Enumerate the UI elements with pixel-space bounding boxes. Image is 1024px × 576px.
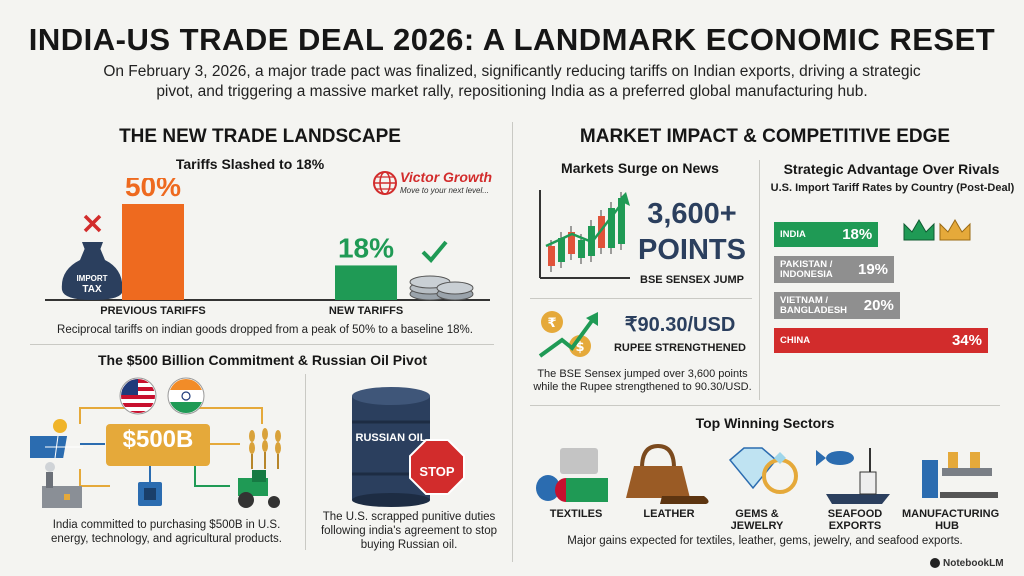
oil-caption: The U.S. scrapped punitive duties follow…: [320, 511, 498, 551]
rival-bar-row: INDIA 18%: [774, 222, 879, 247]
checkmark-icon: [421, 240, 448, 263]
rupee-growth-icon: ₹ $: [538, 311, 598, 358]
oil-barrel-graphic: [352, 387, 465, 507]
rivals-subheading: U.S. Import Tariff Rates by Country (Pos…: [770, 182, 1015, 194]
rival-bar-row: PAKISTAN / INDONESIA 19%: [774, 256, 895, 283]
sensex-value: 3,600+: [647, 198, 737, 230]
column-divider: [512, 122, 513, 562]
candle-body: [548, 246, 555, 266]
market-impact-heading: MARKET IMPACT & COMPETITIVE EDGE: [579, 126, 951, 147]
left-section-divider: [30, 344, 494, 345]
crowns-icon: [903, 219, 971, 241]
sector-label: SEAFOOD EXPORTS: [827, 508, 883, 532]
victor-growth-logo: Victor Growth Move to your next level...: [372, 168, 512, 198]
candle-body: [558, 238, 565, 262]
india-flag-icon: [167, 377, 205, 415]
candle-body: [618, 198, 625, 244]
import-tax-bag-icon: IMPORT TAX: [61, 242, 123, 300]
commitment-caption: India committed to purchasing $500B in U…: [51, 519, 282, 545]
rival-country-label: INDIA: [780, 228, 806, 240]
tariff-value-label: 50%: [125, 178, 181, 202]
rival-country-label: VIETNAM / BANGLADESH: [780, 294, 848, 316]
rival-bar-row: CHINA 34%: [774, 328, 988, 353]
rival-country-label: PAKISTAN / INDONESIA: [780, 258, 833, 280]
commitment-heading: The $500 Billion Commitment & Russian Oi…: [97, 352, 428, 368]
tariffs-heading: Tariffs Slashed to 18%: [175, 156, 325, 172]
markets-divider: [530, 298, 752, 299]
trade-landscape-heading: THE NEW TRADE LANDSCAPE: [119, 126, 401, 147]
sector-label: LEATHER: [643, 508, 695, 520]
tariff-category-label: NEW TARIFFS: [329, 305, 403, 317]
rupee-value: ₹90.30/USD: [624, 314, 736, 336]
tariff-bar-chart: IMPORT TAX 50% PREVIOUS TARIFFS 18% NEW TAR…: [45, 178, 490, 317]
rupee-label: RUPEE STRENGTHENED: [613, 342, 747, 354]
sector-label: MANUFACTURING HUB: [902, 508, 1000, 532]
commitment-diagram: [30, 377, 281, 508]
gems-icon: [728, 447, 798, 494]
textiles-icon: [536, 448, 608, 502]
rivals-heading: Strategic Advantage Over Rivals: [783, 161, 1000, 177]
coins-icon: [409, 275, 474, 301]
rival-tariff-chart: INDIA 18% PAKISTAN / INDONESIA 19% VIETNAM /…: [774, 208, 1004, 358]
candlestick-chart-icon: [539, 190, 630, 279]
x-mark-icon: [83, 214, 102, 233]
sectors-caption: Major gains expected for textiles, leath…: [567, 535, 963, 547]
candle-body: [578, 240, 585, 258]
sector-label: TEXTILES: [549, 508, 603, 520]
sensex-unit: POINTS: [638, 234, 746, 266]
markets-heading: Markets Surge on News: [561, 160, 719, 176]
commitment-box: [106, 424, 210, 466]
right-section-divider: [530, 405, 1000, 406]
tractor-icon: [238, 470, 280, 508]
rival-tariff-value: 18%: [842, 226, 873, 243]
wheat-icon: [249, 428, 281, 469]
watermark-tagline: Move to your next level...: [400, 186, 489, 195]
right-top-divider: [759, 160, 760, 400]
svg-text:TAX: TAX: [82, 284, 102, 295]
page-title: INDIA-US TRADE DEAL 2026: A LANDMARK ECO…: [28, 22, 996, 57]
svg-text:₹: ₹: [547, 316, 556, 331]
rival-bar-row: VIETNAM / BANGLADESH 20%: [774, 292, 900, 319]
candle-body: [608, 208, 615, 248]
page-subtitle: On February 3, 2026, a major trade pact …: [103, 63, 921, 100]
seafood-icon: [816, 448, 890, 504]
watermark-brand: Victor Growth: [400, 169, 493, 185]
leather-icon: [626, 443, 709, 504]
footer-brand: NotebookLM: [943, 558, 1004, 569]
rival-country-label: CHINA: [780, 334, 811, 346]
tariff-value-label: 18%: [338, 232, 394, 263]
solar-panel-icon: [30, 419, 83, 459]
sensex-label: BSE SENSEX JUMP: [640, 274, 744, 286]
factory-icon: [42, 462, 82, 508]
candle-body: [568, 232, 575, 254]
globe-icon: [373, 171, 397, 195]
rival-tariff-value: 19%: [857, 261, 889, 278]
left-bottom-divider: [305, 374, 306, 550]
rival-tariff-value: 34%: [951, 332, 982, 349]
stop-sign-icon: [409, 439, 465, 495]
sector-label: GEMS & JEWELRY: [730, 508, 784, 532]
markets-caption: The BSE Sensex jumped over 3,600 points …: [533, 368, 752, 393]
rival-tariff-value: 20%: [863, 297, 894, 314]
notebooklm-logo-icon: [930, 558, 940, 569]
microchip-icon: [138, 482, 162, 506]
sectors-heading: Top Winning Sectors: [695, 415, 835, 431]
barrel-label: RUSSIAN OIL: [355, 432, 427, 444]
tariff-caption: Reciprocal tariffs on indian goods dropp…: [57, 324, 473, 336]
us-flag-icon: [119, 377, 157, 415]
svg-text:$: $: [575, 340, 584, 355]
svg-text:IMPORT: IMPORT: [76, 274, 107, 283]
stop-label: STOP: [419, 464, 455, 479]
candle-body: [598, 216, 605, 248]
tariff-bar-previous: [122, 204, 184, 300]
tariff-category-label: PREVIOUS TARIFFS: [100, 305, 206, 317]
commitment-amount: $500B: [122, 426, 194, 453]
notebooklm-brand: NotebookLM: [930, 558, 1004, 569]
tariff-bar-new: [335, 265, 397, 300]
manufacturing-icon: [922, 452, 998, 498]
sector-icons: [536, 443, 998, 504]
